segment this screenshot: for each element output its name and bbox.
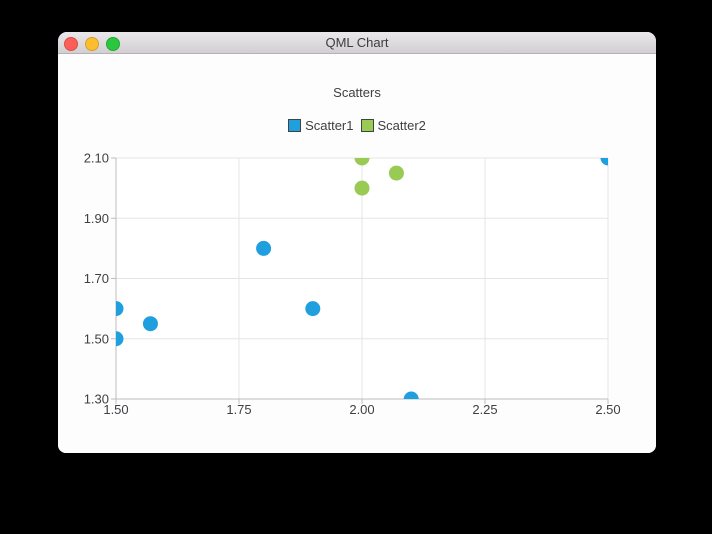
legend-label: Scatter1: [305, 118, 354, 133]
chart-title: Scatters: [333, 85, 381, 100]
x-axis-tick-label: 1.50: [103, 402, 128, 417]
legend-item-scatter1[interactable]: Scatter1: [288, 118, 354, 133]
legend-item-scatter2[interactable]: Scatter2: [360, 118, 426, 133]
scatter-point-scatter1[interactable]: [256, 240, 272, 256]
y-axis-tick-label: 2.10: [84, 151, 109, 166]
window-title: QML Chart: [325, 35, 389, 50]
scatter-point-scatter1[interactable]: [600, 151, 616, 166]
x-axis-tick-label: 2.00: [349, 402, 374, 417]
qml-chart-window: QML Chart Scatters Scatter1 Scatter2 1.5…: [58, 32, 656, 453]
y-axis-tick-label: 1.90: [84, 211, 109, 226]
y-axis-tick-label: 1.70: [84, 271, 109, 286]
minimize-button[interactable]: [85, 36, 99, 51]
scatter-point-scatter1[interactable]: [142, 316, 158, 332]
zoom-button[interactable]: [106, 36, 120, 51]
close-button[interactable]: [64, 36, 78, 51]
scatter-plot-canvas: 1.50 1.75 2.00 2.25 2.501.301.501.701.902.10: [84, 151, 621, 418]
scatter-point-scatter1[interactable]: [109, 301, 124, 317]
chart-legend: Scatter1 Scatter2: [58, 118, 656, 133]
chart-view: Scatters Scatter1 Scatter2 1.50 1.75 2.00 2…: [58, 54, 656, 453]
window-controls: [64, 36, 120, 51]
scatter-point-scatter2[interactable]: [388, 165, 404, 181]
x-axis-tick-label: 2.25: [472, 402, 497, 417]
y-axis-tick-label: 1.30: [84, 392, 109, 407]
y-axis-tick-label: 1.50: [84, 331, 109, 346]
scatter-point-scatter1[interactable]: [403, 391, 419, 407]
x-axis-tick-label: 1.75: [226, 402, 251, 417]
titlebar[interactable]: QML Chart: [58, 32, 656, 54]
scatter-point-scatter2[interactable]: [354, 151, 370, 166]
scatter-point-scatter1[interactable]: [305, 301, 321, 317]
x-axis-tick-label: 2.50: [595, 402, 620, 417]
scatter2-legend-marker-icon: [360, 119, 374, 132]
scatter-points-layer: [109, 151, 616, 407]
scatter1-legend-marker-icon: [288, 119, 302, 132]
legend-label: Scatter2: [377, 118, 426, 133]
scatter-point-scatter2[interactable]: [354, 180, 370, 196]
scatter-point-scatter1[interactable]: [109, 331, 124, 347]
